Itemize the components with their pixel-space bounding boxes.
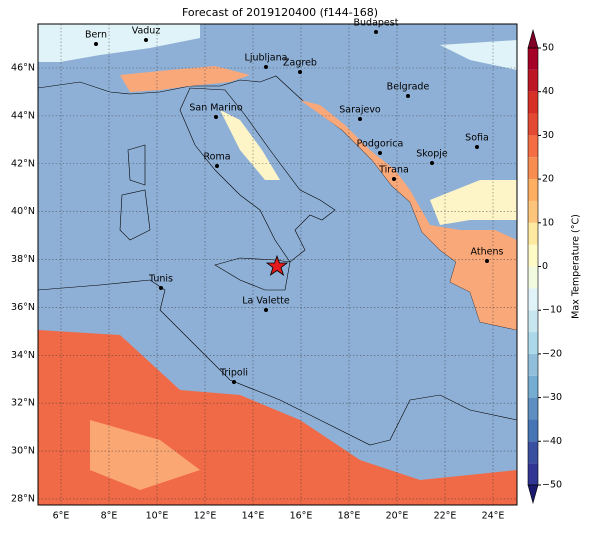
lat-label: 28°N [11, 493, 35, 504]
colorbar-tick-label: −40 [542, 436, 562, 447]
colorbar-tick-label: 50 [542, 43, 554, 54]
colorbar-band [528, 244, 538, 267]
colorbar-band [528, 135, 538, 158]
lon-label: 20°E [386, 511, 409, 522]
city-label: Vaduz [132, 26, 161, 37]
city-dot [430, 161, 434, 165]
title: Forecast of 2019120400 (f144-168) [182, 6, 378, 19]
city-label: Ljubljana [245, 53, 288, 64]
colorbar-band [528, 179, 538, 201]
colorbar-tick-label: −30 [542, 392, 562, 403]
colorbar-label: Max Temperature (°C) [571, 214, 582, 319]
colorbar-band [528, 463, 538, 485]
lon-label: 24°E [482, 511, 505, 522]
colorbar-band [528, 310, 538, 333]
colorbar-tick-label: −20 [542, 348, 562, 359]
colorbar-extend [527, 28, 539, 49]
lat-label: 36°N [11, 302, 35, 313]
city-dot [475, 145, 479, 149]
lat-label: 42°N [11, 158, 35, 169]
city-label: Bern [85, 30, 107, 41]
colorbar-band [528, 266, 538, 289]
lon-label: 14°E [242, 511, 265, 522]
city-dot [264, 308, 268, 312]
colorbar-band [528, 113, 538, 136]
city-dot [392, 177, 396, 181]
city-label: Sofia [465, 133, 489, 144]
colorbar-tick-label: 20 [542, 174, 554, 185]
city-label: Roma [203, 152, 230, 163]
map-fill [38, 24, 517, 505]
city-dot [374, 30, 378, 34]
city-label: Skopje [416, 149, 448, 160]
colorbar-band [528, 288, 538, 311]
city-label: Zagreb [283, 58, 317, 69]
city-label: Tirana [378, 165, 409, 176]
lon-label: 18°E [338, 511, 361, 522]
city-label: Tripoli [219, 368, 248, 379]
lon-label: 10°E [146, 511, 169, 522]
city-dot [358, 117, 362, 121]
lat-label: 44°N [11, 110, 35, 121]
colorbar-band [528, 69, 538, 92]
colorbar-band [528, 48, 538, 70]
colorbar-band [528, 353, 538, 376]
colorbar-tick-label: −50 [542, 480, 562, 491]
colorbar-band [528, 375, 538, 398]
lon-label: 6°E [53, 511, 70, 522]
map-frame [37, 23, 518, 506]
colorbar-extend [527, 484, 539, 505]
city-dot [485, 259, 489, 263]
colorbar-tick-label: 10 [542, 217, 554, 228]
colorbar-tick-label: 30 [542, 130, 554, 141]
city-label: La Valette [242, 296, 290, 307]
city-dot [144, 38, 148, 42]
lat-label: 40°N [11, 206, 35, 217]
lat-label: 38°N [11, 254, 35, 265]
city-dot [232, 380, 236, 384]
colorbar-band [528, 222, 538, 245]
city-dot [159, 286, 163, 290]
city-label: Belgrade [387, 82, 430, 93]
colorbar-band [528, 200, 538, 223]
lon-label: 16°E [290, 511, 313, 522]
colorbar-band [528, 332, 538, 354]
city-label: Sarajevo [339, 105, 381, 116]
colorbar-band [528, 441, 538, 464]
star-marker [265, 254, 289, 277]
lon-label: 12°E [194, 511, 217, 522]
city-label: San Marino [189, 103, 242, 114]
lon-label: 22°E [434, 511, 457, 522]
lat-label: 46°N [11, 63, 35, 74]
city-dot [214, 115, 218, 119]
colorbar-tick-label: 0 [542, 261, 548, 272]
city-dot [298, 70, 302, 74]
lon-label: 8°E [101, 511, 118, 522]
lat-label: 30°N [11, 446, 35, 457]
city-label: Athens [471, 247, 504, 258]
city-label: Podgorica [357, 139, 404, 150]
colorbar-band [528, 91, 538, 114]
lat-label: 32°N [11, 398, 35, 409]
city-label: Tunis [148, 274, 173, 285]
city-dot [264, 65, 268, 69]
city-label: Budapest [354, 18, 399, 29]
city-dot [94, 42, 98, 46]
lat-label: 34°N [11, 350, 35, 361]
colorbar-tick-label: 40 [542, 86, 554, 97]
colorbar-tick-label: −10 [542, 305, 562, 316]
city-dot [215, 164, 219, 168]
colorbar-band [528, 419, 538, 442]
colorbar-band [528, 397, 538, 420]
city-dot [406, 94, 410, 98]
city-dot [378, 151, 382, 155]
colorbar-band [528, 157, 538, 180]
